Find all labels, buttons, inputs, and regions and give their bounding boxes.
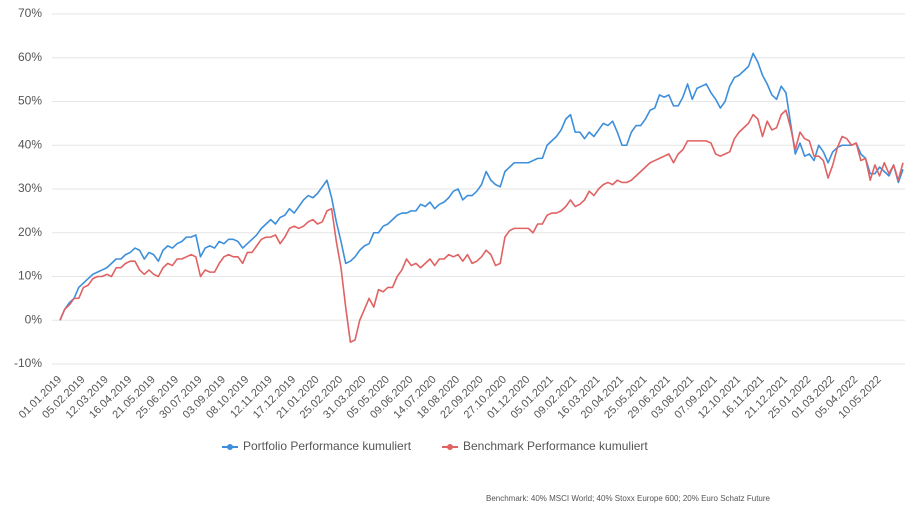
series-line — [59, 52, 904, 321]
y-tick-label: 30% — [18, 181, 42, 195]
series-line — [59, 109, 904, 343]
legend: Portfolio Performance kumuliert Benchmark… — [222, 439, 648, 453]
y-tick-label: -10% — [14, 356, 42, 370]
y-tick-label: 70% — [18, 6, 42, 20]
legend-label: Benchmark Performance kumuliert — [463, 439, 648, 453]
y-tick-label: 40% — [18, 137, 42, 151]
y-tick-label: 60% — [18, 50, 42, 64]
legend-marker — [447, 444, 453, 450]
y-tick-label: 20% — [18, 225, 42, 239]
legend-marker — [227, 444, 233, 450]
y-tick-label: 50% — [18, 94, 42, 108]
y-tick-label: 10% — [18, 269, 42, 283]
y-tick-label: 0% — [25, 312, 43, 326]
legend-label: Portfolio Performance kumuliert — [243, 439, 412, 453]
footnote: Benchmark: 40% MSCI World; 40% Stoxx Eur… — [486, 494, 771, 503]
